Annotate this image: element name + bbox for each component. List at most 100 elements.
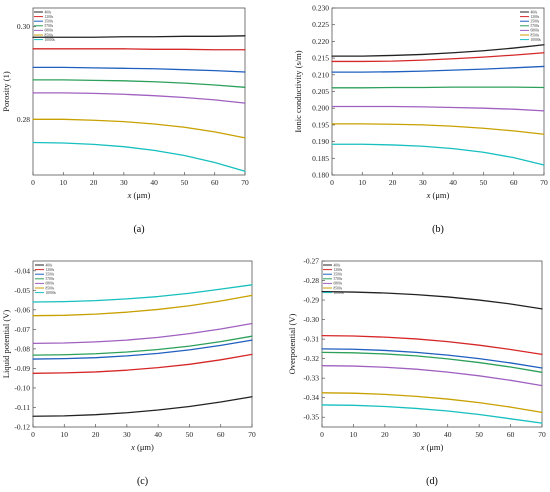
legend-entry: 1200s bbox=[46, 268, 55, 272]
x-axis-unit: (μm) bbox=[135, 442, 154, 452]
y-tick-label: -0.10 bbox=[14, 383, 30, 392]
series-line-1200s bbox=[321, 334, 543, 356]
legend-entry: 8500s bbox=[45, 33, 54, 37]
x-axis-unit: (μm) bbox=[430, 190, 449, 200]
x-tick-label: 60 bbox=[510, 178, 518, 187]
series-line-400s bbox=[331, 44, 545, 57]
x-tick-label: 10 bbox=[61, 430, 69, 439]
series-line-400s bbox=[32, 396, 253, 417]
series-line-8500s bbox=[321, 392, 543, 414]
y-tick-label: 0.195 bbox=[312, 120, 329, 129]
x-tick-label: 0 bbox=[31, 430, 35, 439]
x-axis-symbol: x bbox=[426, 190, 431, 200]
panel-label: (d) bbox=[426, 476, 438, 487]
x-tick-label: 10 bbox=[359, 178, 367, 187]
series-line-5700s bbox=[32, 79, 246, 88]
legend-entry: 8500s bbox=[531, 33, 540, 37]
legend-entry: 10000s bbox=[531, 38, 542, 42]
series-line-8500s bbox=[32, 294, 253, 317]
series-line-10000s bbox=[32, 141, 246, 172]
y-axis-label: Porosity (1) bbox=[1, 71, 11, 112]
legend-entry: 3500s bbox=[45, 20, 54, 24]
y-tick-label: 0.190 bbox=[312, 137, 329, 146]
legend-entry: 400s bbox=[45, 10, 52, 14]
legend-entry: 6800s bbox=[46, 282, 55, 286]
x-tick-label: 70 bbox=[241, 178, 249, 187]
series-line-5700s bbox=[321, 351, 543, 373]
x-tick-label: 40 bbox=[150, 178, 158, 187]
series-line-5700s bbox=[331, 86, 545, 89]
y-tick-label: -0.27 bbox=[303, 257, 319, 266]
x-axis-label: x (μm) bbox=[127, 190, 151, 200]
y-tick-label: 0.30 bbox=[17, 22, 30, 31]
legend-entry: 3500s bbox=[46, 273, 55, 277]
series-line-3500s bbox=[32, 339, 253, 360]
x-axis-symbol: x bbox=[127, 190, 132, 200]
series-line-8500s bbox=[331, 123, 545, 135]
y-tick-label: 0.180 bbox=[312, 171, 329, 180]
legend-entry: 400s bbox=[46, 263, 53, 267]
y-tick-label: -0.31 bbox=[303, 335, 319, 344]
x-tick-label: 60 bbox=[211, 178, 219, 187]
panel-label: (c) bbox=[137, 476, 148, 487]
y-tick-label: -0.06 bbox=[14, 305, 30, 314]
legend-entry: 10000s bbox=[334, 291, 345, 295]
series-line-3500s bbox=[32, 66, 246, 73]
legend-entry: 5700s bbox=[46, 277, 55, 281]
panel-label: (b) bbox=[432, 224, 444, 235]
x-tick-label: 70 bbox=[248, 430, 256, 439]
x-tick-label: 70 bbox=[538, 430, 546, 439]
x-tick-label: 40 bbox=[449, 178, 457, 187]
plot-frame bbox=[321, 260, 543, 428]
plot-frame bbox=[331, 7, 545, 176]
x-axis-unit: (μm) bbox=[131, 190, 150, 200]
series-line-400s bbox=[32, 35, 246, 38]
series-line-1200s bbox=[32, 353, 253, 374]
series-line-6800s bbox=[331, 105, 545, 112]
legend-entry: 8500s bbox=[334, 286, 343, 290]
x-tick-label: 60 bbox=[507, 430, 515, 439]
series-line-6800s bbox=[321, 365, 543, 387]
y-tick-label: 0.210 bbox=[312, 70, 329, 79]
panel-c: 0 10 20 30 40 50 60 70 -0.12 -0.11 -0.10 -0.09 -0.08… bbox=[1, 260, 256, 487]
series-line-400s bbox=[321, 291, 543, 310]
x-tick-label: 20 bbox=[90, 178, 98, 187]
y-tick-label: -0.08 bbox=[14, 344, 30, 353]
legend-entry: 3500s bbox=[531, 20, 540, 24]
y-tick-label: -0.11 bbox=[15, 403, 31, 412]
x-tick-label: 50 bbox=[186, 430, 194, 439]
y-axis-label: Liquid potential (V) bbox=[1, 310, 11, 379]
panel-d: 0 10 20 30 40 50 60 70 -0.35 -0.34 -0.33 -0.32 -0.31… bbox=[287, 257, 546, 488]
series-line-10000s bbox=[32, 284, 253, 303]
y-tick-label: -0.28 bbox=[303, 276, 319, 285]
legend-entry: 3500s bbox=[334, 273, 343, 277]
x-tick-label: 0 bbox=[320, 430, 324, 439]
x-tick-label: 60 bbox=[217, 430, 225, 439]
x-tick-label: 20 bbox=[381, 430, 389, 439]
x-tick-label: 30 bbox=[413, 430, 421, 439]
y-tick-label: -0.05 bbox=[14, 286, 30, 295]
panel-b: 0 10 20 30 40 50 60 70 0.180 0.185 0.190 0.195 0.200… bbox=[293, 4, 548, 236]
legend-entry: 5700s bbox=[334, 277, 343, 281]
x-tick-label: 10 bbox=[60, 178, 68, 187]
x-tick-label: 20 bbox=[389, 178, 397, 187]
legend-entry: 10000s bbox=[46, 291, 57, 295]
series-line-1200s bbox=[331, 52, 545, 63]
y-tick-label: 0.28 bbox=[17, 115, 30, 124]
y-tick-label: 0.200 bbox=[312, 104, 329, 113]
legend-entry: 1200s bbox=[45, 15, 54, 19]
legend-entry: 10000s bbox=[45, 38, 56, 42]
y-tick-label: -0.33 bbox=[303, 374, 319, 383]
legend-entry: 5700s bbox=[45, 24, 54, 28]
x-axis-label: x (μm) bbox=[130, 442, 154, 452]
series-line-1200s bbox=[32, 48, 246, 51]
x-tick-label: 70 bbox=[540, 178, 548, 187]
series-line-6800s bbox=[32, 92, 246, 104]
series-line-3500s bbox=[331, 65, 545, 73]
x-tick-label: 30 bbox=[419, 178, 427, 187]
series-line-10000s bbox=[321, 404, 543, 424]
